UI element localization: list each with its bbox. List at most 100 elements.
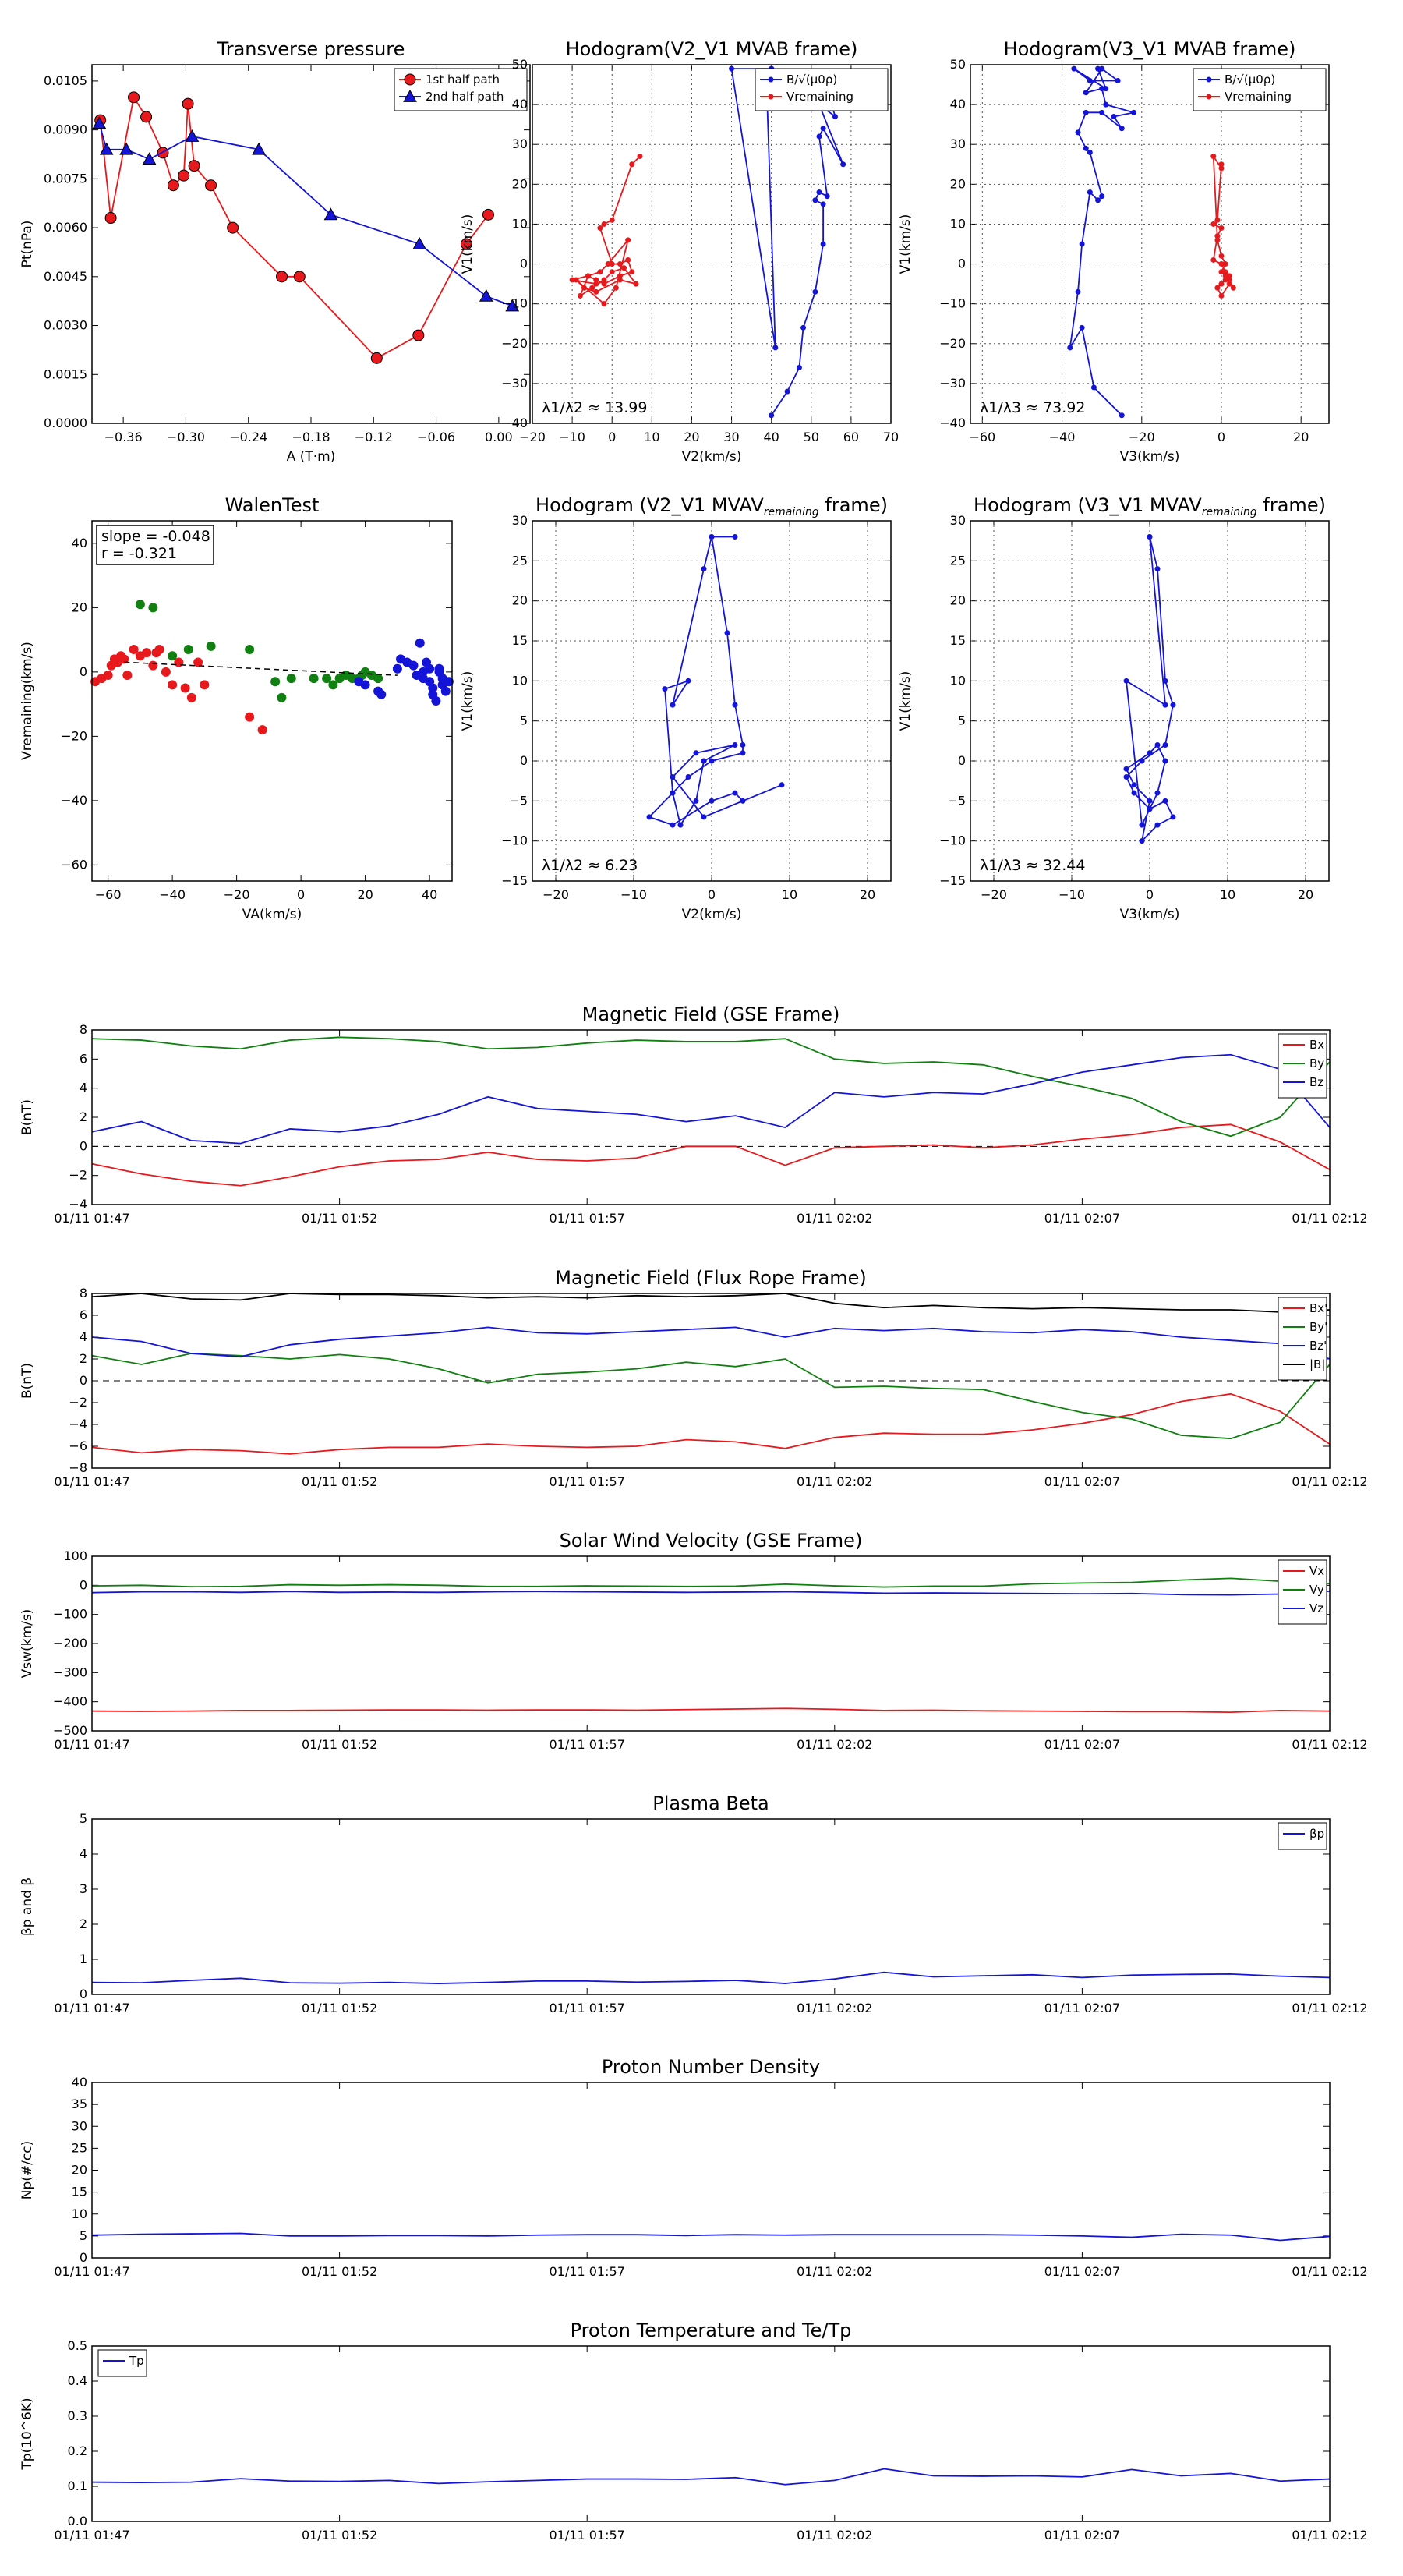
chart-walen-point [186,692,196,702]
chart-hodo1-point [593,277,599,283]
chart-hodo4-point [1131,790,1137,796]
chart-vsw-series-line [91,1577,1331,1588]
chart-walen-point [376,689,387,699]
chart-transverse-point [188,160,200,172]
chart-vsw-frame [91,1555,1331,1732]
chart-hodo2-point [1099,86,1105,92]
chart-np-ytick-label: 10 [72,2206,87,2221]
chart-transverse-ylabel: Pt(nPa) [19,221,35,268]
chart-hodo2-point [1226,273,1232,279]
chart-transverse-point [178,169,190,182]
chart-hodo3-ytick-label: 5 [520,713,528,728]
chart-hodo2: Hodogram(V3_V1 MVAB frame) −40 −30 −20 −10 0 1… [898,38,1330,465]
chart-hodo2-legend-marker [1206,76,1212,83]
chart-hodo3-point [701,814,707,820]
chart-walen-point [277,692,287,702]
chart-hodo2-point [1214,233,1221,239]
chart-walen-point [270,677,281,687]
chart-vsw-xtick-label: 01/11 01:57 [550,1737,625,1752]
chart-hodo3-frame [532,520,892,882]
chart-hodo3-point [662,686,668,692]
chart-transverse-point [505,299,520,312]
chart-hodo3-point [732,790,738,796]
chart-hodo2-point [1087,149,1093,155]
chart-walen-point [428,683,438,693]
chart-hodo1-xtick-label: 10 [644,430,659,444]
chart-hodo2-ytick-label: 0 [958,257,966,271]
chart-hodo1-xtick-label: 70 [883,430,899,444]
chart-hodo4-point [1123,766,1129,772]
chart-hodo3-point [732,741,738,748]
chart-transverse-point [252,142,266,155]
chart-hodo3-point [779,782,785,788]
chart-walen-fit-line [124,661,398,676]
chart-hodo2-ytick-label: 30 [950,136,966,151]
chart-hodo1-ytick-label: −10 [501,296,528,311]
chart-beta-title: Plasma Beta [652,1792,769,1814]
chart-bgse-xtick-label: 01/11 01:52 [302,1211,377,1226]
chart-walen-point [148,603,158,613]
chart-hodo1-ytick-label: 20 [512,176,528,191]
chart-walen-point [119,654,129,664]
chart-tp-xtick-label: 01/11 01:57 [550,2528,625,2542]
chart-hodo1-xtick-label: −20 [519,430,546,444]
chart-hodo4-ytick-label: 5 [958,713,966,728]
chart-walen-point [415,638,425,648]
chart-hodo1-xtick-label: 20 [684,430,699,444]
chart-vsw-ytick-label: −100 [53,1607,87,1622]
chart-bflux-xtick-label: 01/11 02:02 [797,1474,872,1489]
chart-hodo3-point [709,758,715,764]
chart-hodo3-xtick-label: −10 [620,887,647,902]
chart-bflux-ytick-label: −2 [69,1395,87,1410]
chart-hodo2-legend-label: B/√(μ0ρ) [1225,73,1275,87]
chart-bgse-series-line [91,1036,1331,1138]
chart-np-series-line [91,2232,1331,2242]
chart-bflux-legend-label: Bx' [1309,1301,1327,1315]
chart-hodo1-point [605,261,611,267]
chart-hodo3-point [670,822,676,828]
chart-walen-ytick-label: −60 [61,857,87,872]
chart-hodo3-point [670,790,676,796]
chart-hodo4-ytick-label: 20 [950,593,966,608]
chart-transverse-xtick-label: −0.06 [417,430,455,444]
chart-beta-ytick-label: 5 [80,1811,87,1826]
chart-np-title: Proton Number Density [602,2056,820,2078]
chart-hodo2-point [1119,412,1125,419]
chart-hodo3-ytick-label: 15 [512,633,528,648]
chart-bgse-series-line [91,1053,1331,1145]
chart-bflux-series-line [91,1392,1331,1455]
chart-transverse-ytick-label: 0.0000 [44,416,87,430]
chart-hodo1-point [800,324,807,331]
chart-hodo2-point [1119,126,1125,132]
chart-vsw-series-line [91,1590,1331,1596]
chart-hodo3-point [677,822,684,828]
chart-hodo3-point [709,798,715,804]
chart-transverse-title: Transverse pressure [217,38,405,60]
chart-walen-ytick-label: 20 [72,600,87,614]
chart-hodo2-point [1090,384,1097,391]
chart-np-ytick-label: 25 [72,2140,87,2155]
chart-hodo4-frame [970,520,1330,882]
chart-hodo1-annotation: λ1/λ2 ≈ 13.99 [542,399,647,416]
chart-hodo2-ytick-label: −30 [939,376,966,391]
chart-transverse-point [482,208,494,221]
chart-hodo4-point [1147,806,1153,812]
chart-hodo3-xtick-label: 0 [708,887,716,902]
chart-bflux-xtick-label: 01/11 01:47 [54,1474,129,1489]
chart-bgse-ytick-label: 0 [80,1138,87,1153]
chart-vsw-xtick-label: 01/11 01:52 [302,1737,377,1752]
chart-hodo3-ytick-label: 10 [512,673,528,688]
chart-walen-point [431,696,441,706]
chart-tp-ytick-label: 0.1 [68,2479,87,2493]
chart-np-xtick-label: 01/11 01:57 [550,2264,625,2279]
chart-bflux-ylabel: B(nT) [19,1363,35,1399]
chart-tp-ytick-label: 0.0 [68,2514,87,2528]
chart-vsw-series-line [91,1707,1331,1714]
chart-hodo2-point [1218,165,1225,172]
chart-walen-point [135,600,145,610]
chart-hodo4-point [1147,534,1153,540]
chart-walen-point [373,674,383,684]
chart-hodo1-point [617,261,623,267]
chart-hodo3-xlabel: V2(km/s) [682,907,742,922]
chart-hodo4-xtick-label: 10 [1220,887,1235,902]
